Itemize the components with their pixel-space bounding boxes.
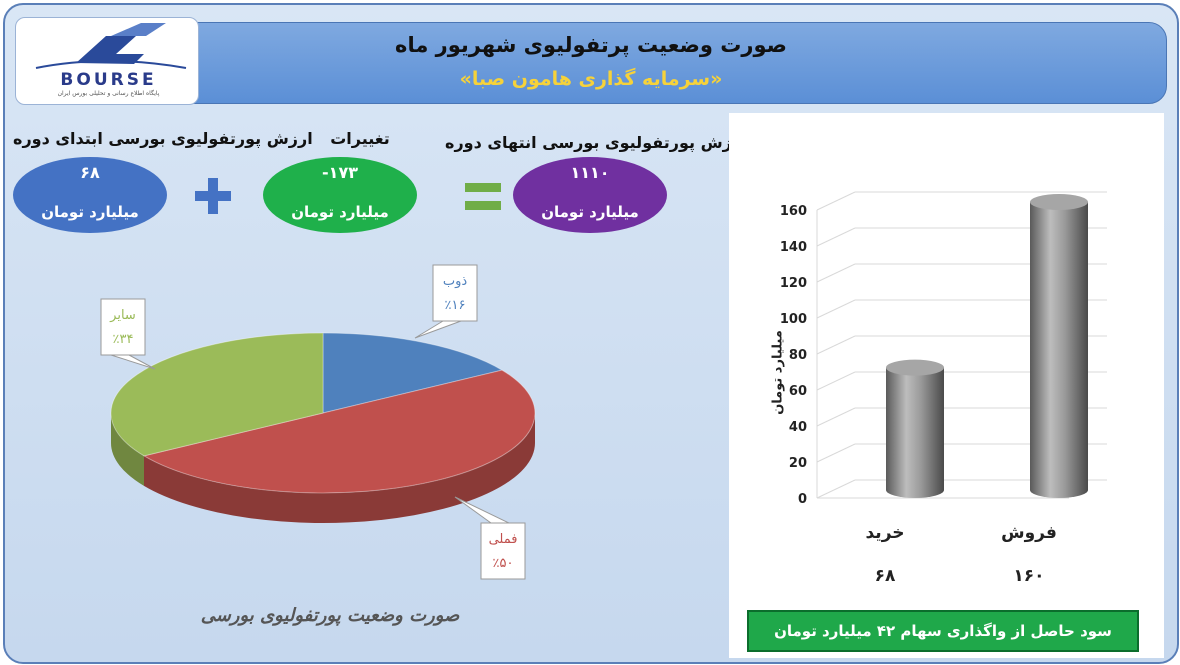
bar-chart-panel bbox=[729, 113, 1164, 658]
y-tick-label: 140 bbox=[780, 240, 807, 255]
x-tick-label-خرید: خرید bbox=[865, 523, 904, 543]
gridline-side bbox=[816, 443, 856, 463]
pie-slice-سایر bbox=[110, 332, 324, 457]
callout-box-سایر bbox=[100, 298, 146, 356]
bar-value-label-خرید: ۶۸ bbox=[875, 566, 896, 586]
pie-slice-value-سایر: ٪۳۴ bbox=[113, 332, 134, 347]
change-value-unit: میلیارد تومان bbox=[291, 203, 389, 221]
pie-slice-ذوب bbox=[322, 332, 504, 414]
bar-top-فروش bbox=[1030, 194, 1088, 210]
bar-value-label-فروش: ۱۶۰ bbox=[1013, 566, 1044, 586]
start-value-oval: ۶۸ میلیارد تومان bbox=[13, 157, 167, 233]
pie-slice-label-فملی: فملی bbox=[489, 532, 518, 547]
plus-icon bbox=[195, 178, 231, 214]
change-value-oval: -۱۷۳ میلیارد تومان bbox=[263, 157, 417, 233]
gridline-side bbox=[816, 335, 856, 355]
pie-slice-فملی bbox=[142, 369, 536, 494]
y-tick-label: 160 bbox=[780, 204, 807, 219]
y-tick-label: 100 bbox=[780, 312, 807, 327]
equals-icon bbox=[465, 183, 501, 213]
page-title: صورت وضعیت پرتفولیوی شهریور ماه bbox=[395, 33, 787, 57]
gridline-side bbox=[816, 263, 856, 283]
start-value-unit: میلیارد تومان bbox=[41, 203, 139, 221]
x-tick-label-فروش: فروش bbox=[1001, 523, 1057, 543]
gridline-side bbox=[816, 407, 856, 427]
gridline-side bbox=[816, 371, 856, 391]
bar-خرید bbox=[886, 367, 944, 498]
gridline-side bbox=[816, 299, 856, 319]
logo-tagline: پایگاه اطلاع رسانی و تحلیلی بورس ایران bbox=[57, 90, 160, 97]
bar-chart: 0 20 40 60 80 100 120 140 160 خرید ۶۸ فروش ۱۶۰ bbox=[780, 191, 1107, 586]
header-banner: صورت وضعیت پرتفولیوی شهریور ماه «سرمایه … bbox=[15, 22, 1167, 104]
pie-side-فملی bbox=[144, 413, 535, 524]
y-tick-label: 0 bbox=[798, 492, 807, 507]
callout-pointer-فملی bbox=[454, 496, 510, 524]
pie-slice-label-ذوب: ذوب bbox=[443, 274, 468, 289]
callout-box-فملی bbox=[480, 522, 526, 580]
change-value: -۱۷۳ bbox=[322, 163, 358, 182]
end-value-oval: ۱۱۱۰ میلیارد تومان bbox=[513, 157, 667, 233]
start-value: ۶۸ bbox=[80, 163, 100, 182]
pie-chart: ذوب ٪۱۶ فملی ٪۵۰ سایر ٪۳۴ bbox=[100, 264, 536, 580]
gridline-side bbox=[816, 479, 856, 499]
y-tick-label: 80 bbox=[789, 348, 807, 363]
pie-side-سایر bbox=[111, 413, 145, 486]
bar-top-خرید bbox=[886, 359, 944, 376]
bourse-logo-icon bbox=[35, 23, 187, 69]
end-value-unit: میلیارد تومان bbox=[541, 203, 639, 221]
profit-note: سود حاصل از واگذاری سهام ۴۲ میلیارد توما… bbox=[747, 610, 1139, 652]
pie-slice-label-سایر: سایر bbox=[109, 308, 136, 323]
end-value-label: ارزش پورتفولیوی بورسی انتهای دوره bbox=[445, 133, 747, 152]
page-subtitle: «سرمایه گذاری هامون صبا» bbox=[459, 68, 723, 90]
dashboard-frame: صورت وضعیت پرتفولیوی شهریور ماه «سرمایه … bbox=[3, 3, 1179, 664]
bourse-logo: BOURSE پایگاه اطلاع رسانی و تحلیلی بورس … bbox=[15, 17, 199, 105]
pie-chart-title: صورت وضعیت پورتفولیوی بورسی bbox=[200, 605, 460, 626]
callout-box-ذوب bbox=[432, 264, 478, 322]
gridline-side bbox=[816, 227, 856, 247]
logo-wordmark: BOURSE bbox=[60, 70, 157, 90]
bar-فروش bbox=[1030, 202, 1088, 498]
y-tick-label: 40 bbox=[789, 420, 807, 435]
pie-slice-value-فملی: ٪۵۰ bbox=[493, 556, 514, 571]
end-value: ۱۱۱۰ bbox=[570, 163, 610, 182]
callout-pointer-ذوب bbox=[414, 320, 462, 339]
callout-pointer-سایر bbox=[110, 354, 156, 370]
bar-chart-ylabel: میلیارد تومان bbox=[770, 330, 786, 415]
start-value-label: ارزش پورتفولیوی بورسی ابتدای دوره bbox=[13, 129, 313, 148]
y-tick-label: 20 bbox=[789, 456, 807, 471]
y-tick-label: 60 bbox=[789, 384, 807, 399]
gridline-side bbox=[816, 191, 856, 211]
pie-slice-value-ذوب: ٪۱۶ bbox=[445, 298, 466, 313]
y-tick-label: 120 bbox=[780, 276, 807, 291]
change-label: تغییرات bbox=[330, 129, 390, 148]
